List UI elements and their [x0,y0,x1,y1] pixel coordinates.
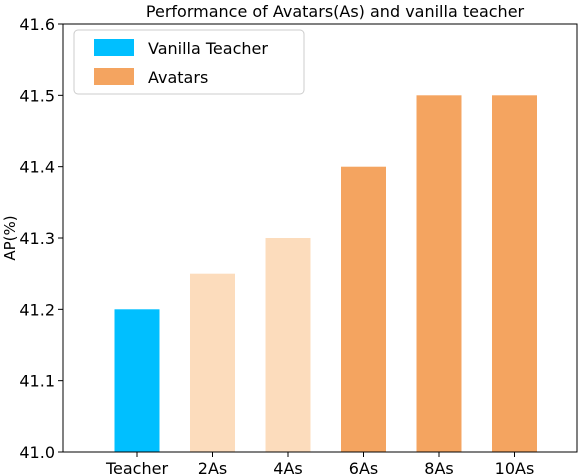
bar-teacher [114,309,160,452]
x-tick-label: 2As [198,459,227,476]
chart-title: Performance of Avatars(As) and vanilla t… [146,2,525,21]
y-tick-label: 41.4 [19,158,55,177]
bar-4as [265,238,311,452]
x-tick-label: Teacher [105,459,168,476]
x-tick-label: 10As [495,459,535,476]
x-tick-label: 4As [273,459,302,476]
legend-swatch-vanilla-teacher [94,39,134,56]
y-tick-label: 41.1 [19,372,55,391]
bars-group [114,95,537,453]
x-tick-label: 6As [349,459,378,476]
y-tick-label: 41.2 [19,300,55,319]
y-tick-label: 41.6 [19,15,55,34]
legend-label-vanilla-teacher: Vanilla Teacher [148,39,268,58]
legend-label-avatars: Avatars [148,68,208,87]
legend: Vanilla Teacher Avatars [73,29,305,95]
y-axis-label: AP(%) [1,215,19,260]
bar-8as [416,95,462,453]
bar-10as [492,95,537,453]
y-tick-label: 41.3 [19,229,55,248]
legend-swatch-avatars [94,68,134,85]
bar-6as [341,166,386,452]
y-tick-label: 41.5 [19,86,55,105]
x-axis: Teacher 2As 4As 6As 8As 10As [105,452,534,476]
x-tick-label: 8As [424,459,453,476]
y-tick-label: 41.0 [19,443,55,462]
y-axis: 41.0 41.1 41.2 41.3 41.4 41.5 41.6 [19,15,63,462]
bar-2as [190,273,235,452]
